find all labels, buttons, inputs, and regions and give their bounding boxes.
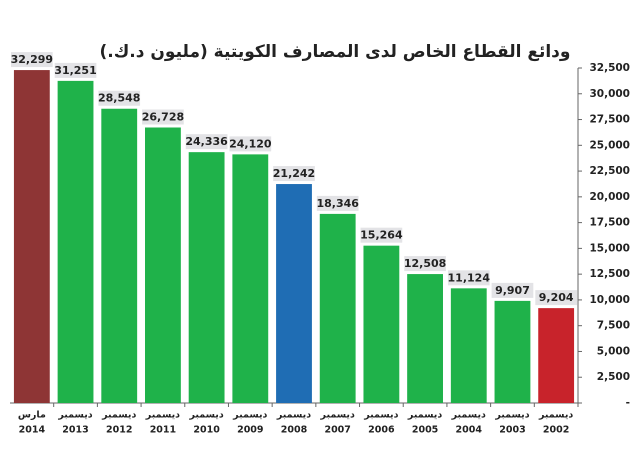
y-tick-label: 12,500 [589, 268, 630, 280]
x-tick-label: 2004 [456, 425, 483, 436]
x-tick-label: ديسمبر [232, 410, 267, 421]
x-tick-label: ديسمبر [451, 410, 486, 421]
x-tick-label: 2013 [62, 425, 88, 436]
x-tick-label: 2002 [543, 425, 569, 436]
value-label: 9,204 [539, 291, 574, 304]
bar [101, 108, 138, 404]
chart-title: ودائع القطاع الخاص لدى المصارف الكويتية … [100, 42, 571, 62]
bar [232, 154, 269, 403]
value-label: 11,124 [448, 271, 491, 284]
bar [363, 245, 400, 403]
bar [276, 184, 312, 403]
x-tick-label: 2010 [193, 425, 220, 436]
value-label: 21,242 [273, 167, 315, 180]
y-tick-label: 20,000 [589, 191, 630, 203]
y-tick-label: 27,500 [589, 114, 630, 126]
bar [538, 308, 575, 403]
x-tick-label: ديسمبر [188, 410, 223, 421]
bar [188, 152, 225, 403]
y-tick-label: 10,000 [589, 294, 630, 306]
value-label: 15,264 [360, 229, 403, 242]
y-tick-label: 2,500 [597, 371, 630, 383]
value-label-bg [229, 136, 272, 152]
value-label-bg [98, 90, 141, 106]
y-tick-label: 32,500 [589, 62, 630, 74]
value-label: 12,508 [404, 257, 446, 270]
y-tick-label: 22,500 [589, 165, 630, 177]
value-label-bg [491, 282, 534, 298]
bar [13, 70, 50, 404]
x-tick-label: 2008 [281, 425, 308, 436]
bar [494, 300, 531, 403]
bar [407, 274, 443, 403]
x-tick-label: ديسمبر [407, 410, 442, 421]
bar [319, 213, 356, 403]
y-tick-label: 15,000 [589, 242, 630, 254]
value-label-bg [447, 270, 490, 286]
x-tick-label: ديسمبر [145, 410, 180, 421]
value-label-bg [54, 62, 97, 78]
x-tick-label: 2011 [150, 425, 176, 436]
value-label: 32,299 [11, 53, 53, 66]
x-tick-label: 2007 [324, 425, 350, 436]
x-tick-label: ديسمبر [494, 410, 529, 421]
x-tick-label: مارس [18, 410, 46, 421]
x-tick-label: 2012 [106, 425, 132, 436]
value-label: 24,336 [185, 135, 228, 148]
value-label-bg [142, 109, 184, 125]
value-label: 18,346 [316, 197, 359, 210]
x-tick-label: ديسمبر [57, 410, 92, 421]
value-label: 28,548 [98, 92, 140, 105]
bar [57, 80, 94, 404]
value-label-bg [273, 166, 315, 182]
bar [450, 288, 487, 403]
value-label-bg [404, 256, 446, 272]
value-label-bg [316, 195, 359, 211]
value-label: 31,251 [54, 64, 96, 77]
y-tick-label: 7,500 [597, 320, 630, 332]
bar [145, 127, 181, 403]
value-label: 24,120 [229, 137, 272, 150]
y-tick-label: - [626, 397, 630, 409]
x-tick-label: ديسمبر [101, 410, 136, 421]
y-tick-label: 30,000 [589, 88, 630, 100]
value-label-bg [535, 290, 577, 306]
y-tick-label: 25,000 [589, 139, 630, 151]
x-tick-label: 2014 [19, 425, 46, 436]
x-tick-label: ديسمبر [320, 410, 355, 421]
x-tick-label: ديسمبر [538, 410, 573, 421]
value-label-bg [185, 134, 228, 150]
x-tick-label: 2003 [499, 425, 525, 436]
x-tick-label: 2009 [237, 425, 263, 436]
x-tick-label: ديسمبر [363, 410, 398, 421]
value-label: 9,907 [495, 284, 530, 297]
y-tick-label: 17,500 [589, 217, 630, 229]
y-tick-label: 5,000 [597, 345, 630, 357]
value-label-bg [11, 52, 53, 68]
x-tick-label: 2005 [412, 425, 438, 436]
x-tick-label: 2006 [368, 425, 395, 436]
value-label: 26,728 [142, 110, 184, 123]
x-tick-label: ديسمبر [276, 410, 311, 421]
value-label-bg [360, 227, 403, 243]
